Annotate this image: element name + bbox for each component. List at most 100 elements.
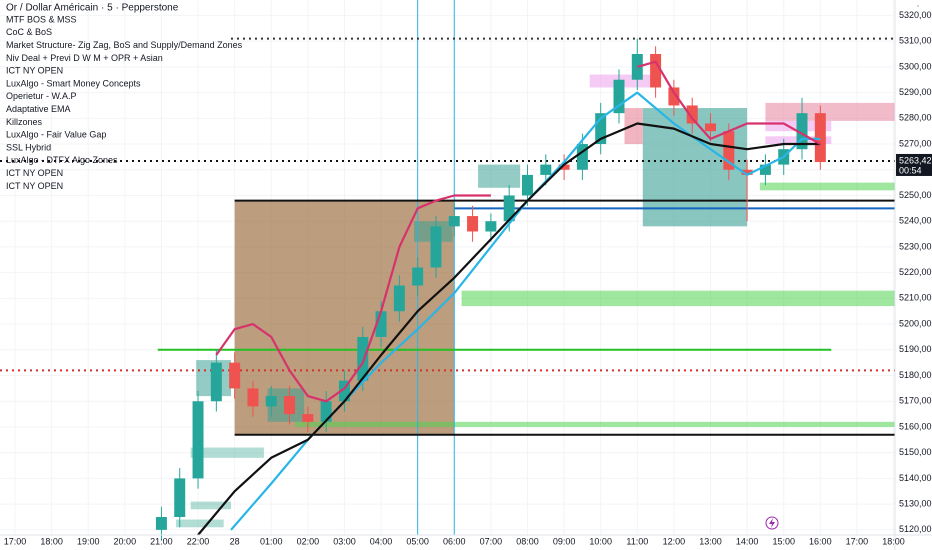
candle-body	[265, 396, 277, 407]
indicator-label: Adaptative EMA	[6, 104, 71, 114]
plot-area	[0, 0, 896, 541]
x-tick-label: 10:00	[589, 536, 612, 546]
y-tick-label: 5290,00	[899, 87, 932, 97]
y-tick-label: 5280,00	[899, 113, 932, 123]
candle-body	[320, 401, 332, 422]
zone	[190, 447, 264, 458]
indicator-label: Niv Deal + Previ D W M + OPR + Asian	[6, 53, 163, 63]
price-tag-label: 5263,42	[899, 155, 932, 165]
x-tick-label: 20:00	[114, 536, 137, 546]
x-tick-label: 19:00	[77, 536, 100, 546]
candle-body	[375, 311, 387, 337]
x-tick-label: 18:00	[40, 536, 63, 546]
y-tick-label: 5140,00	[899, 473, 932, 483]
x-tick-label: 28	[230, 536, 240, 546]
indicator-line	[197, 122, 821, 536]
y-tick-label: 5220,00	[899, 267, 932, 277]
candle-body	[521, 174, 533, 196]
x-tick-label: 06:00	[443, 536, 466, 546]
zone	[461, 290, 895, 307]
candle-body	[503, 195, 515, 222]
y-tick-label: 5190,00	[899, 344, 932, 354]
y-tick-label: 5120,00	[899, 524, 932, 534]
y-tick-label: 5160,00	[899, 421, 932, 431]
x-tick-label: 05:00	[406, 536, 429, 546]
candle-body	[284, 396, 296, 415]
y-tick-label: 5320,00	[899, 10, 932, 20]
menu-dots[interactable]: ·	[916, 1, 919, 12]
lightning	[769, 518, 775, 528]
candle-body	[357, 336, 369, 381]
candle-body	[174, 478, 186, 517]
candle-body	[448, 216, 460, 227]
y-tick-label: 5210,00	[899, 293, 932, 303]
x-tick-label: 11:00	[626, 536, 648, 546]
x-tick-label: 17:00	[846, 536, 869, 546]
x-tick-label: 13:00	[699, 536, 722, 546]
candle-body	[430, 226, 442, 268]
candle-body	[796, 113, 808, 150]
indicator-label: ICT NY OPEN	[6, 168, 63, 178]
candle-body	[595, 113, 607, 145]
indicator-label: LuxAlgo - DTFX Algo Zones	[6, 155, 118, 165]
y-tick-label: 5300,00	[899, 61, 932, 71]
indicator-label: LuxAlgo - Smart Money Concepts	[6, 78, 141, 88]
y-tick-label: 5180,00	[899, 370, 932, 380]
y-tick-label: 5200,00	[899, 318, 932, 328]
zone	[176, 519, 224, 528]
zone	[478, 164, 521, 188]
candle-body	[686, 105, 698, 124]
indicator-label: ICT NY OPEN	[6, 181, 63, 191]
x-tick-label: 16:00	[809, 536, 832, 546]
x-tick-label: 22:00	[187, 536, 210, 546]
chart-title: Or / Dollar Américain · 5 · Pepperstone	[6, 3, 179, 14]
y-tick-label: 5150,00	[899, 447, 932, 457]
candle-body	[210, 362, 222, 402]
y-tick-label: 5310,00	[899, 36, 932, 46]
x-tick-label: 03:00	[333, 536, 356, 546]
indicator-label: LuxAlgo - Fair Value Gap	[6, 130, 106, 140]
y-tick-label: 5250,00	[899, 190, 932, 200]
candle-body	[192, 401, 204, 479]
candle-body	[412, 267, 424, 286]
zone	[759, 182, 895, 191]
x-tick-label: 18:00	[882, 536, 905, 546]
candle-body	[467, 216, 479, 232]
y-tick-label: 5240,00	[899, 216, 932, 226]
x-tick-label: 01:00	[260, 536, 283, 546]
price-tag	[896, 153, 932, 176]
candle-body	[393, 285, 405, 312]
candle-body	[741, 169, 753, 175]
candle-body	[229, 362, 241, 389]
x-tick-label: 07:00	[480, 536, 503, 546]
indicator-label: SSL Hybrid	[6, 142, 51, 152]
x-tick-label: 14:00	[736, 536, 759, 546]
x-tick-label: 17:00	[4, 536, 27, 546]
x-tick-label: 21:00	[150, 536, 173, 546]
x-tick-label: 12:00	[663, 536, 686, 546]
candle-body	[705, 123, 716, 132]
candle-body	[576, 144, 588, 170]
candle-body	[540, 164, 552, 175]
candle-body	[338, 380, 350, 402]
countdown-label: 00:54	[899, 165, 922, 175]
candle-body	[302, 414, 314, 422]
candle-body	[155, 516, 167, 530]
x-tick-label: 04:00	[370, 536, 393, 546]
y-tick-label: 5170,00	[899, 396, 932, 406]
indicator-label: MTF BOS & MSS	[6, 14, 77, 24]
indicator-label: CoC & BoS	[6, 27, 52, 37]
zone	[765, 102, 895, 121]
y-tick-label: 5130,00	[899, 499, 932, 509]
candle-body	[613, 79, 625, 114]
indicator-label: Operietur - W.A.P	[6, 91, 77, 101]
candle-body	[759, 164, 771, 175]
x-tick-label: 08:00	[516, 536, 539, 546]
zone	[295, 421, 896, 427]
x-tick-label: 15:00	[772, 536, 795, 546]
candle-body	[650, 54, 662, 88]
zone	[190, 501, 231, 510]
x-tick-label: 09:00	[553, 536, 576, 546]
